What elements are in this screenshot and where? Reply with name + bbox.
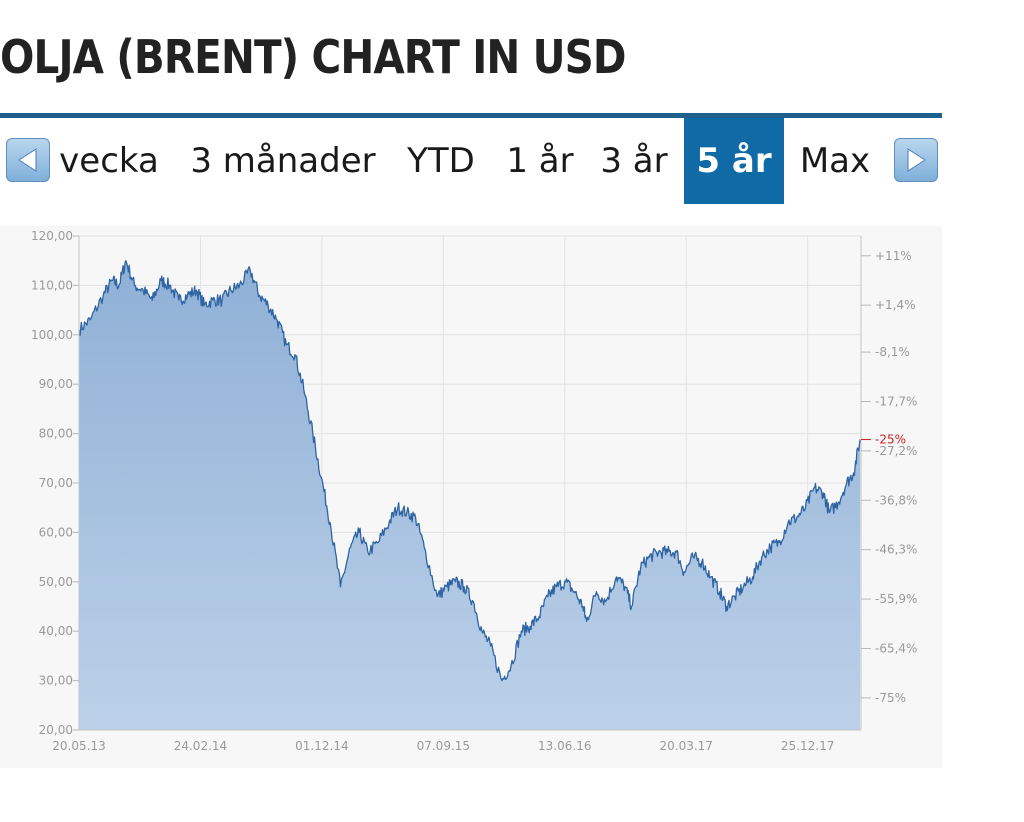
arrow-left-icon[interactable] bbox=[6, 138, 50, 182]
right-tick-label: -55,9% bbox=[875, 592, 917, 606]
right-axis-labels: +11% +1,4% -8,1% -17,7% -27,2% -36,8% -46,3% -5… bbox=[875, 249, 917, 705]
title-divider bbox=[0, 113, 942, 118]
price-line bbox=[78, 260, 861, 682]
tab-ytd[interactable]: YTD bbox=[407, 141, 475, 181]
y-tick-label: 40,00 bbox=[39, 624, 73, 638]
right-tick-label: -75% bbox=[875, 691, 906, 705]
right-tick-label: -65,4% bbox=[875, 641, 917, 655]
y-tick-label: 80,00 bbox=[39, 427, 73, 441]
right-tick-label: -46,3% bbox=[875, 543, 917, 557]
price-area bbox=[79, 260, 861, 730]
x-axis-labels: 20.05.13 24.02.14 01.12.14 07.09.15 13.06.16… bbox=[52, 739, 834, 753]
price-chart: 20,00 30,00 40,00 50,00 60,00 70,00 80,00 90,00… bbox=[0, 226, 942, 768]
current-change-label: -25% bbox=[875, 433, 906, 447]
y-tick-label: 60,00 bbox=[39, 525, 73, 539]
right-tick-label: -17,7% bbox=[875, 394, 917, 408]
tab-vecka[interactable]: vecka bbox=[59, 141, 159, 181]
tab-5-ar[interactable]: 5 år bbox=[684, 118, 784, 204]
x-tick-label: 13.06.16 bbox=[538, 739, 591, 753]
right-tick-label: +1,4% bbox=[875, 298, 916, 312]
chart-canvas: 20,00 30,00 40,00 50,00 60,00 70,00 80,00 90,00… bbox=[31, 229, 917, 753]
right-tick-label: +11% bbox=[875, 249, 912, 263]
y-tick-label: 120,00 bbox=[31, 229, 73, 243]
tab-1-ar[interactable]: 1 år bbox=[506, 141, 574, 181]
x-tick-label: 20.03.17 bbox=[659, 739, 712, 753]
period-tabs: vecka 3 månader YTD 1 år 3 år 5 år Max bbox=[0, 118, 942, 204]
axes bbox=[73, 235, 871, 731]
y-tick-label: 20,00 bbox=[39, 723, 73, 737]
x-tick-label: 07.09.15 bbox=[417, 739, 470, 753]
y-tick-label: 90,00 bbox=[39, 377, 73, 391]
x-tick-label: 24.02.14 bbox=[174, 739, 227, 753]
y-tick-label: 70,00 bbox=[39, 476, 73, 490]
right-tick-label: -27,2% bbox=[875, 444, 917, 458]
arrow-right-icon[interactable] bbox=[894, 138, 938, 182]
page-title: OLJA (BRENT) CHART IN USD bbox=[0, 30, 626, 84]
y-tick-label: 30,00 bbox=[39, 674, 73, 688]
tab-max[interactable]: Max bbox=[799, 141, 871, 181]
x-tick-label: 25.12.17 bbox=[781, 739, 834, 753]
tab-3-ar[interactable]: 3 år bbox=[600, 141, 668, 181]
y-tick-label: 100,00 bbox=[31, 328, 73, 342]
x-tick-label: 20.05.13 bbox=[52, 739, 105, 753]
right-tick-label: -36,8% bbox=[875, 493, 917, 507]
x-tick-label: 01.12.14 bbox=[295, 739, 348, 753]
y-tick-label: 50,00 bbox=[39, 575, 73, 589]
y-tick-label: 110,00 bbox=[31, 278, 73, 292]
right-tick-label: -8,1% bbox=[875, 345, 910, 359]
tab-3-manader[interactable]: 3 månader bbox=[190, 141, 376, 181]
y-axis-labels: 20,00 30,00 40,00 50,00 60,00 70,00 80,00 90,00… bbox=[31, 229, 73, 737]
